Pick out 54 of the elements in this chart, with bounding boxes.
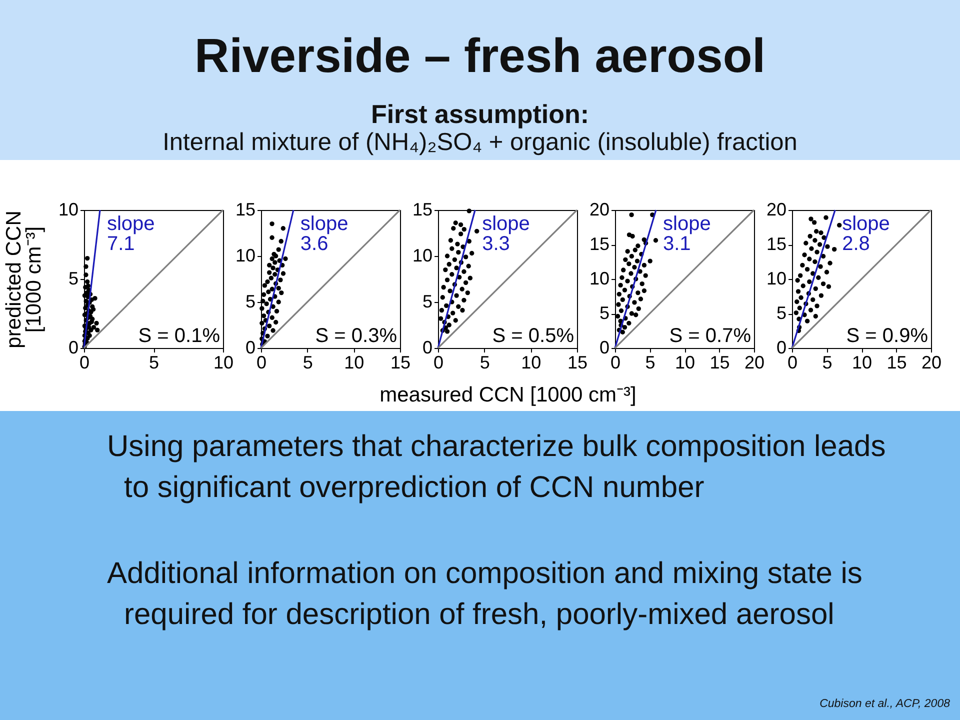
x-axis-title: measured CCN [1000 cm⁻³] [380,384,636,406]
annotation: S = 0.9% [846,325,928,347]
y-tick-label: 15 [412,200,432,220]
annotation: slope 2.8 [842,213,890,255]
y-tick-label: 10 [589,268,610,288]
y-tick-label: 10 [412,246,432,266]
chart-subtitle: First assumption: Internal mixture of (NH₄)₂SO₄ + organic (insoluble) fraction [162,99,798,156]
x-tick-label: 5 [822,352,832,372]
annotation: slope 3.1 [663,213,711,255]
annotation: slope 3.3 [482,213,530,255]
y-tick-label: 5 [68,268,78,288]
x-tick-label: 15 [886,352,907,372]
annotation: S = 0.7% [669,325,752,347]
y-tick-label: 0 [776,338,786,358]
text: Additional information on composition and mixing state is required for description of fresh, poorly-mixed aerosol [107,557,862,631]
text: Cubison et al., ACP, 2008 [820,698,951,710]
x-tick-label: 10 [674,352,696,372]
x-tick-label: 15 [710,352,730,372]
y-tick-label: 20 [589,200,610,220]
text: Using parameters that characterize bulk composition leads to significant overprediction of CCN number [107,430,886,504]
x-tick-label: 15 [390,352,411,372]
chart-title: Riverside – fresh aerosol [194,30,766,83]
annotation: S = 0.5% [492,325,574,347]
y-tick-label: 15 [235,200,256,220]
x-tick-label: 20 [744,352,765,372]
y-tick-label: 5 [422,292,432,312]
y-tick-label: 0 [599,338,610,358]
y-tick-label: 0 [245,338,256,358]
annotation: S = 0.1% [138,325,220,347]
y-tick-label: 0 [68,338,78,358]
y-tick-label: 5 [245,292,256,312]
x-tick-label: 10 [852,352,872,372]
y-tick-label: 10 [766,268,786,288]
x-tick-label: 10 [344,352,364,372]
y-tick-label: 0 [422,338,432,358]
y-tick-label: 10 [235,246,256,266]
x-tick-label: 5 [645,352,656,372]
x-tick-label: 15 [567,352,588,372]
x-tick-label: 10 [521,352,542,372]
y-tick-label: 20 [766,200,786,220]
x-tick-label: 5 [302,352,313,372]
y-tick-label: 10 [58,200,78,220]
x-tick-label: 20 [921,352,942,372]
annotation: slope 3.6 [300,213,348,255]
y-tick-label: 5 [776,303,786,323]
y-tick-label: 5 [599,303,610,323]
x-tick-label: 5 [148,352,160,372]
x-tick-label: 5 [480,352,490,372]
annotation: slope 7.1 [106,213,155,255]
y-axis-title: predicted CCN [1000 cm⁻³] [2,210,46,348]
y-tick-label: 15 [766,234,786,254]
y-tick-label: 15 [589,234,610,254]
x-tick-label: 10 [213,352,234,372]
annotation: S = 0.3% [315,325,398,347]
